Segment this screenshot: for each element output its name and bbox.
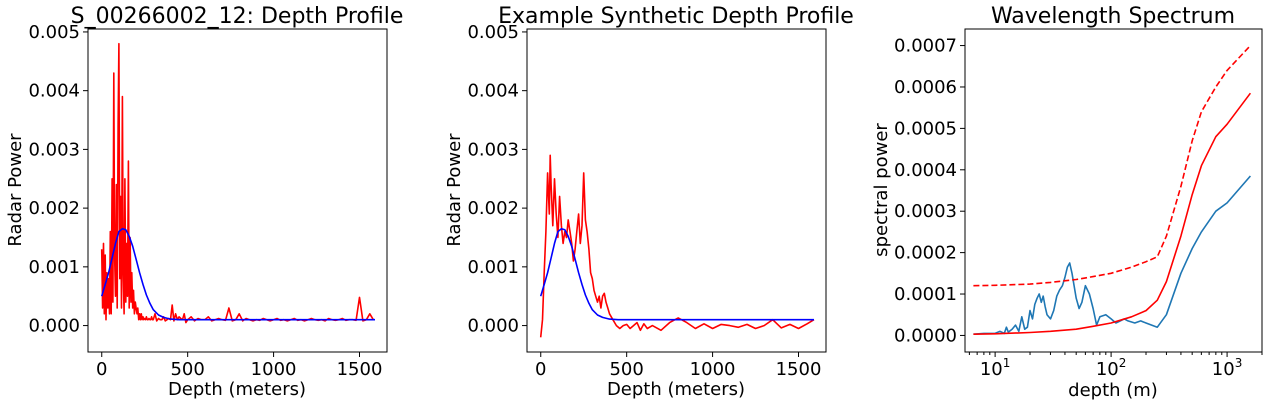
panel-1-ytick-label: 0.003 xyxy=(28,139,80,160)
panel-3-xtick-label: 102 xyxy=(1096,356,1127,380)
panel-3-xlabel: depth (m) xyxy=(1068,380,1158,401)
panel-2-xlabel: Depth (meters) xyxy=(607,379,745,400)
panel-1-ytick-label: 0.000 xyxy=(28,316,80,337)
panel-1-ytick-label: 0.001 xyxy=(28,257,80,278)
panel-1-xtick-label: 0 xyxy=(96,359,107,380)
panel-3-xtick-label: 101 xyxy=(980,356,1011,380)
panel-2-xtick-label: 500 xyxy=(609,359,643,380)
panel-3-ytick-label: 0.0002 xyxy=(894,243,957,264)
panel-2-ytick-label: 0.000 xyxy=(467,316,519,337)
panel-3-series-line-2 xyxy=(973,92,1252,335)
panel-3-ytick-label: 0.0001 xyxy=(894,284,957,305)
panel-2-series-line-1 xyxy=(539,154,815,338)
panel-1-ytick-label: 0.004 xyxy=(28,81,80,102)
panel-3-ytick-label: 0.0004 xyxy=(894,160,957,181)
panel-2-xtick-label: 0 xyxy=(535,359,546,380)
panel-3-ytick-label: 0.0003 xyxy=(894,201,957,222)
panel-2-ytick-label: 0.004 xyxy=(467,81,519,102)
panel-3-title: Wavelength Spectrum xyxy=(991,4,1235,29)
panel-3-ytick-label: 0.0007 xyxy=(894,36,957,57)
panel-3-plot-area: 0.0000 0.0001 0.0002 0.0003 0.0004 0.0005 0.00… xyxy=(894,28,1263,380)
panel-2-ytick-label: 0.003 xyxy=(467,139,519,160)
panel-3-ytick-label: 0.0005 xyxy=(894,118,957,139)
panel-1-ylabel: Radar Power xyxy=(5,133,26,247)
panel-2-title: Example Synthetic Depth Profile xyxy=(498,4,854,29)
panel-2-series-line-2 xyxy=(539,227,814,321)
panel-2-xtick-label: 1500 xyxy=(776,359,822,380)
panel-1-xtick-label: 1000 xyxy=(251,359,297,380)
panel-2-ylabel: Radar Power xyxy=(444,133,465,247)
panel-3-series-line-3 xyxy=(973,45,1251,287)
panel-1-series-line-2 xyxy=(100,227,375,321)
panel-1-xtick-label: 1500 xyxy=(337,359,383,380)
panel-1-ytick-label: 0.005 xyxy=(28,22,80,43)
panel-1-xtick-label: 500 xyxy=(170,359,204,380)
panel-3-xtick-label: 103 xyxy=(1212,356,1243,380)
panel-2-ytick-label: 0.005 xyxy=(467,22,519,43)
panel-3-ytick-label: 0.0000 xyxy=(894,325,957,346)
panel-3-axes-frame xyxy=(964,28,1263,353)
panel-3-wavelength-spectrum: Wavelength Spectrum depth (m) spectral p… xyxy=(871,4,1263,401)
panel-2-plot-area: 0.000 0.001 0.002 0.003 0.004 0.005 0 500 1000 15… xyxy=(467,22,827,380)
panel-1-ytick-label: 0.002 xyxy=(28,198,80,219)
panel-1-plot-area: 0.000 0.001 0.002 0.003 0.004 0.005 0 500 1000 15… xyxy=(28,22,388,380)
panel-1-depth-profile: S_00266002_12: Depth Profile Depth (mete… xyxy=(5,4,403,400)
panel-3-ylabel: spectral power xyxy=(871,123,892,257)
panel-3-series-line-1 xyxy=(973,175,1252,335)
panel-2-ytick-label: 0.001 xyxy=(467,257,519,278)
panel-2-ytick-label: 0.002 xyxy=(467,198,519,219)
panel-1-title: S_00266002_12: Depth Profile xyxy=(71,4,404,29)
panel-1-xlabel: Depth (meters) xyxy=(168,379,306,400)
panel-3-ytick-label: 0.0006 xyxy=(894,77,957,98)
panel-2-axes-frame xyxy=(526,28,827,353)
panel-2-synthetic-profile: Example Synthetic Depth Profile Depth (m… xyxy=(444,4,854,400)
panel-1-axes-frame xyxy=(87,28,388,353)
panel-2-xtick-label: 1000 xyxy=(690,359,736,380)
